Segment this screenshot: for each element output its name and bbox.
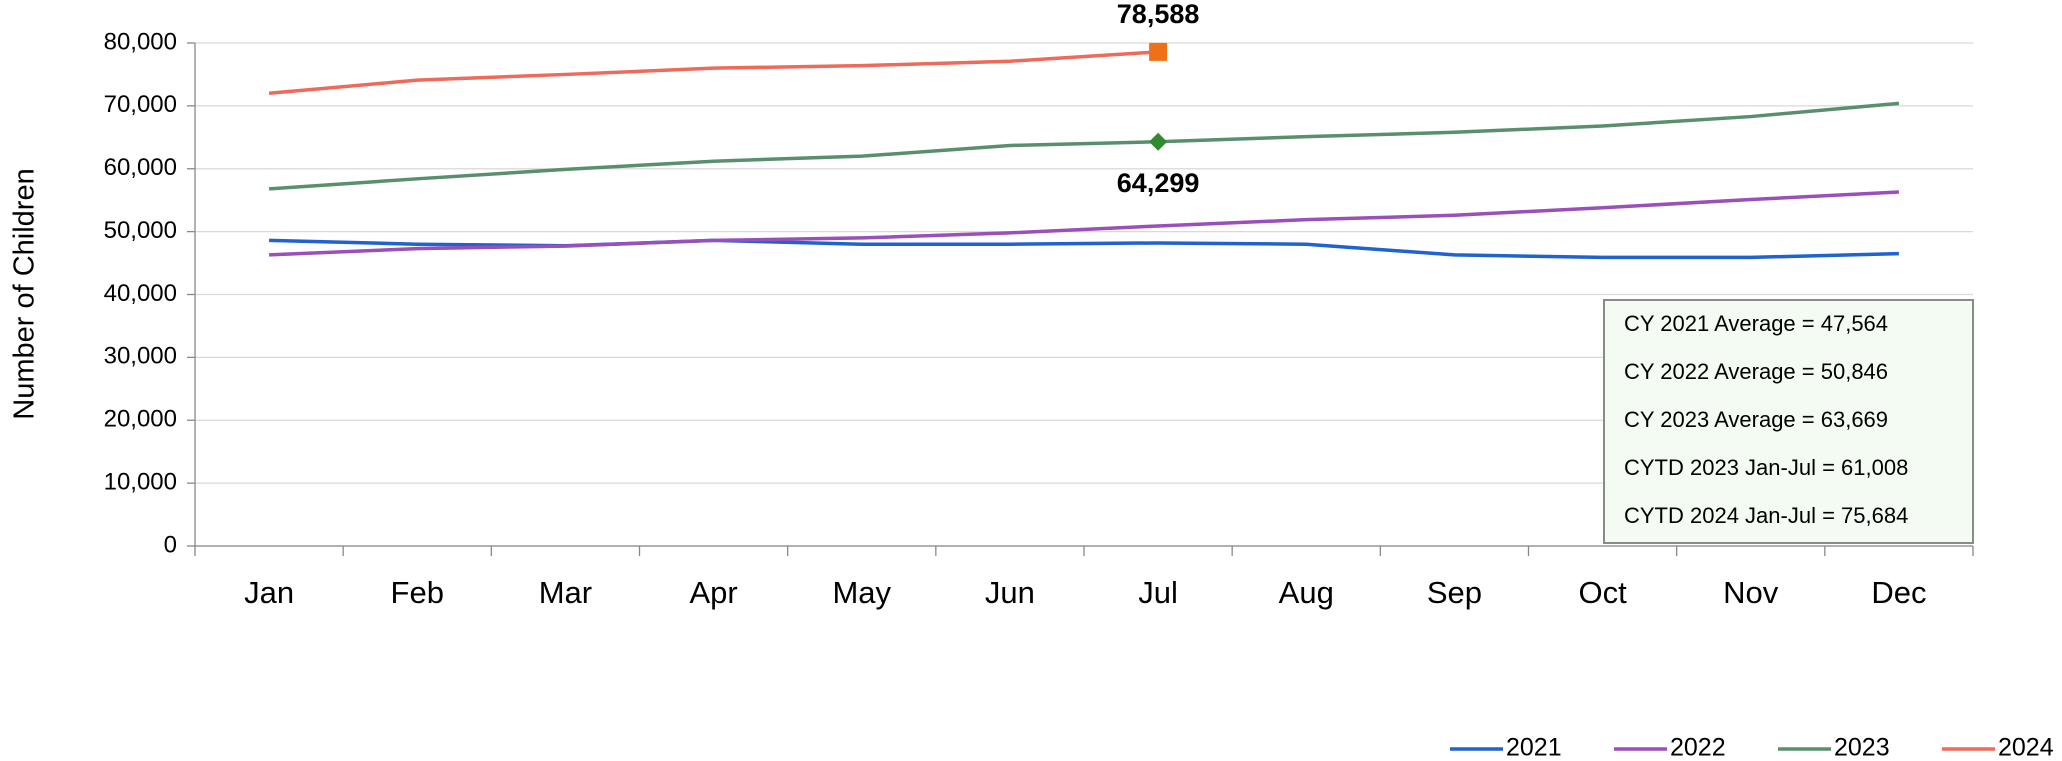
x-tick-label: Sep <box>1427 575 1482 610</box>
x-tick-label: Apr <box>689 575 737 610</box>
x-tick-label: Nov <box>1723 575 1779 610</box>
legend-label: 2021 <box>1506 734 1562 761</box>
annotation: CYTD 2023 Jan-Jul = 61,008 <box>1624 455 1908 480</box>
legend-label: 2022 <box>1670 734 1726 761</box>
series-line <box>269 238 1899 260</box>
y-tick-label: 20,000 <box>104 406 177 433</box>
legend-label: 2023 <box>1834 734 1890 761</box>
annotation: CY 2021 Average = 47,564 <box>1624 311 1888 336</box>
y-tick-label: 30,000 <box>104 343 177 370</box>
y-tick-label: 70,000 <box>104 91 177 118</box>
x-tick-label: Mar <box>539 575 592 610</box>
annotation-box <box>1603 299 1974 544</box>
series-line <box>268 50 1159 96</box>
point-marker <box>1149 132 1168 151</box>
annotation: CY 2023 Average = 63,669 <box>1624 407 1888 432</box>
data-label: 78,588 <box>1117 0 1200 29</box>
x-tick-label: Aug <box>1279 575 1334 610</box>
x-tick-label: Jul <box>1138 575 1178 610</box>
x-tick-label: May <box>832 575 891 610</box>
y-tick-label: 10,000 <box>104 468 177 495</box>
y-tick-label: 80,000 <box>104 28 177 55</box>
series-line <box>268 101 1900 191</box>
series-line <box>269 190 1900 257</box>
x-tick-label: Feb <box>391 575 444 610</box>
data-label: 64,299 <box>1117 168 1200 198</box>
y-tick-label: 40,000 <box>104 280 177 307</box>
x-tick-label: Jan <box>244 575 294 610</box>
point-marker <box>1149 42 1168 61</box>
x-tick-label: Dec <box>1871 575 1926 610</box>
y-tick-label: 0 <box>164 531 177 558</box>
legend-label: 2024 <box>1998 734 2054 761</box>
x-tick-label: Oct <box>1578 575 1627 610</box>
annotation: CY 2022 Average = 50,846 <box>1624 359 1888 384</box>
y-axis-label: Number of Children <box>9 168 41 419</box>
y-tick-label: 50,000 <box>104 217 177 244</box>
x-tick-label: Jun <box>985 575 1035 610</box>
annotation: CYTD 2024 Jan-Jul = 75,684 <box>1624 503 1908 528</box>
y-tick-label: 60,000 <box>104 154 177 181</box>
